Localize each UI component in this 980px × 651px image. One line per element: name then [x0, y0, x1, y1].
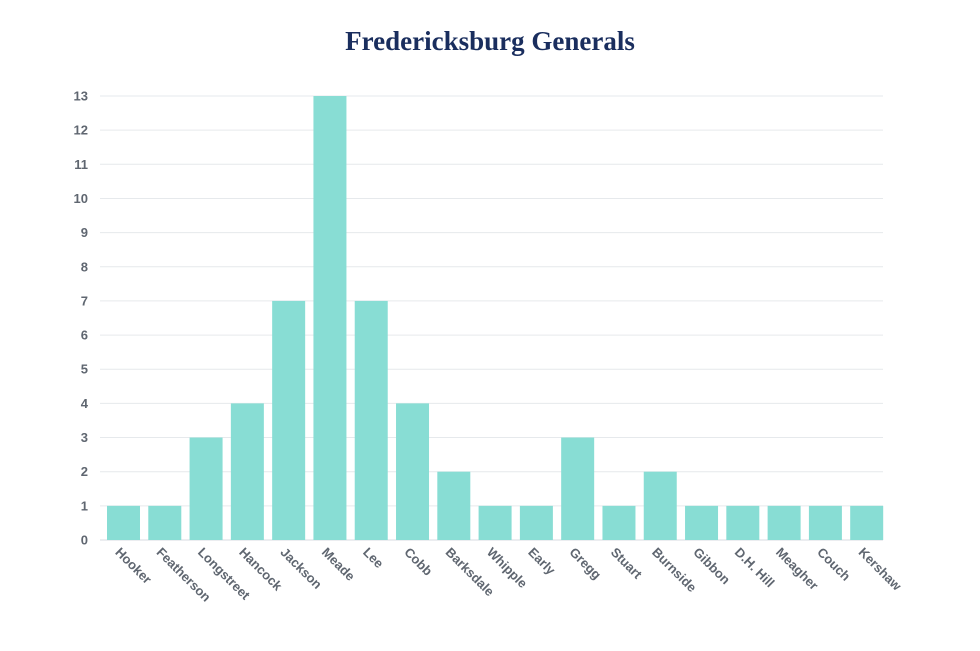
y-tick-label: 8 [81, 259, 88, 274]
bar [189, 437, 223, 540]
bar [561, 437, 595, 540]
bar [519, 505, 553, 540]
gridlines [100, 95, 883, 541]
bar [313, 96, 347, 540]
bar [107, 505, 140, 540]
bar [808, 505, 842, 540]
bar [726, 505, 760, 540]
y-tick-label: 10 [74, 191, 88, 206]
y-tick-label: 3 [81, 430, 88, 445]
y-tick-label: 0 [81, 533, 88, 548]
y-tick-label: 13 [74, 89, 88, 104]
bar [437, 471, 471, 540]
bar [685, 505, 719, 540]
bar [643, 471, 677, 540]
y-tick-label: 6 [81, 328, 88, 343]
bar [354, 300, 388, 540]
bar [230, 403, 264, 540]
x-tick-label: Burnside [649, 545, 699, 595]
x-tick-label: Couch [814, 545, 853, 584]
y-tick-label: 1 [81, 498, 88, 513]
bar [148, 505, 182, 540]
y-tick-label: 7 [81, 293, 88, 308]
x-tick-label: Cobb [401, 545, 435, 579]
bars [107, 96, 884, 540]
y-tick-label: 4 [81, 396, 89, 411]
x-tick-label: Gregg [567, 545, 605, 583]
bar [478, 505, 512, 540]
x-axis-ticks: Hooker FeathersonLongstreetHancockJackson… [112, 545, 905, 605]
y-tick-label: 5 [81, 362, 88, 377]
bar [272, 300, 306, 540]
bar [767, 505, 801, 540]
x-tick-label: Kershaw [856, 545, 906, 595]
y-tick-label: 9 [81, 225, 88, 240]
x-tick-label: Stuart [608, 545, 646, 583]
y-tick-label: 2 [81, 464, 88, 479]
x-tick-label: Meade [319, 545, 358, 584]
bar [396, 403, 430, 540]
y-tick-label: 11 [74, 157, 88, 172]
x-tick-label: Jackson [278, 545, 325, 592]
x-tick-label: Hooker [112, 545, 154, 587]
bar [602, 505, 636, 540]
x-tick-label: Lee [360, 545, 386, 571]
y-tick-label: 12 [74, 123, 88, 138]
bar [850, 505, 884, 540]
x-tick-label: Early [525, 545, 559, 579]
x-tick-label: Meagher [773, 545, 821, 593]
chart-title: Fredericksburg Generals [345, 26, 635, 56]
x-tick-label: D.H. Hill [732, 545, 778, 591]
